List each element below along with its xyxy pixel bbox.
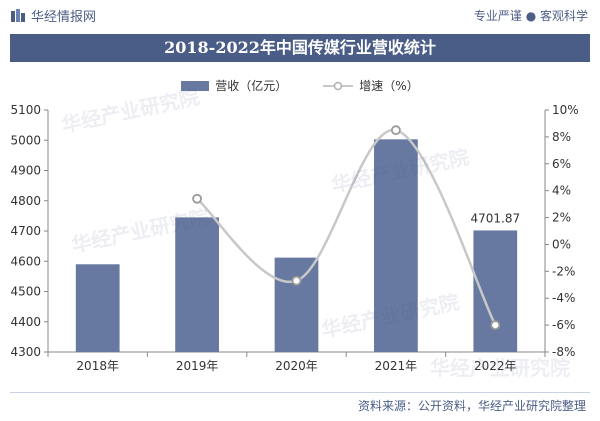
bar bbox=[274, 257, 319, 352]
footer-divider bbox=[10, 392, 590, 393]
growth-point bbox=[490, 320, 501, 331]
x-tick-label: 2022年 bbox=[474, 359, 517, 373]
bar bbox=[374, 139, 418, 352]
y-left-tick-label: 4500 bbox=[10, 285, 41, 299]
slogan: 专业严谨 ● 客观科学 bbox=[473, 9, 588, 23]
y-left-tick-label: 5000 bbox=[10, 133, 41, 147]
legend-label-revenue: 营收（亿元） bbox=[215, 79, 288, 93]
chart-legend: 营收（亿元） 增速（%） bbox=[0, 77, 600, 94]
legend-label-growth: 增速（%） bbox=[359, 79, 419, 93]
chart-title: 2018-2022年中国传媒行业营收统计 bbox=[10, 34, 590, 62]
x-tick-label: 2020年 bbox=[275, 359, 318, 373]
brand-name: 华经情报网 bbox=[31, 10, 97, 25]
growth-point bbox=[291, 275, 302, 286]
y-right-tick-label: -4% bbox=[552, 291, 575, 305]
y-right-tick-label: 10% bbox=[552, 103, 579, 117]
source-note: 资料来源：公开资料，华经产业研究院整理 bbox=[357, 399, 586, 413]
top-bar: 华经情报网 专业严谨 ● 客观科学 bbox=[0, 0, 600, 30]
legend-item-revenue: 营收（亿元） bbox=[181, 77, 287, 94]
y-right-tick-label: -6% bbox=[552, 318, 575, 332]
growth-line bbox=[196, 128, 497, 326]
growth-point bbox=[192, 193, 203, 204]
brand-logo-icon bbox=[11, 8, 25, 22]
y-right-tick-label: -8% bbox=[552, 345, 575, 359]
legend-item-growth: 增速（%） bbox=[323, 77, 419, 94]
x-tick-label: 2019年 bbox=[176, 359, 219, 373]
y-left-tick-label: 4900 bbox=[10, 164, 41, 178]
brand: 华经情报网 bbox=[10, 6, 96, 25]
y-left-tick-label: 4300 bbox=[10, 345, 41, 359]
y-left-tick-label: 4600 bbox=[10, 254, 41, 268]
bar-data-label: 4701.87 bbox=[470, 211, 520, 225]
y-left-tick-label: 4800 bbox=[10, 194, 41, 208]
growth-point bbox=[390, 125, 401, 136]
legend-bar-swatch bbox=[181, 80, 210, 91]
y-right-tick-label: 0% bbox=[552, 237, 571, 251]
y-left-tick-label: 4400 bbox=[10, 315, 41, 329]
x-tick-label: 2018年 bbox=[76, 359, 119, 373]
chart-plot: 4300 4400 4500 4600 4700 4800 4900 5000 5100 -8% -… bbox=[10, 103, 579, 373]
y-left-tick-label: 4700 bbox=[10, 224, 41, 238]
y-right-tick-label: 8% bbox=[552, 130, 571, 144]
x-tick-label: 2021年 bbox=[375, 359, 418, 373]
y-right-tick-label: 2% bbox=[552, 211, 571, 225]
y-right-tick-label: -2% bbox=[552, 264, 575, 278]
bar bbox=[175, 217, 219, 352]
y-right-tick-label: 4% bbox=[552, 184, 571, 198]
y-left-tick-label: 5100 bbox=[10, 103, 41, 117]
y-right-tick-label: 6% bbox=[552, 157, 571, 171]
legend-line-swatch bbox=[323, 81, 354, 90]
bar bbox=[75, 264, 120, 352]
